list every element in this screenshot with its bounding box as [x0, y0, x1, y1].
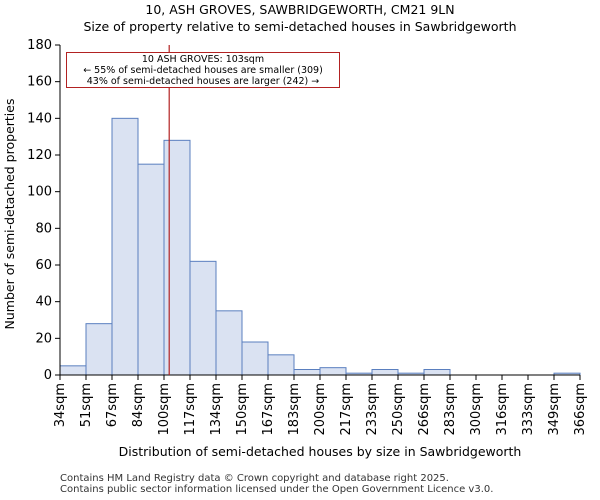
- bar: [189, 260, 217, 376]
- y-tick-label: 40: [35, 295, 52, 310]
- annotation-line-2: ← 55% of semi-detached houses are smalle…: [83, 65, 323, 76]
- y-tick-label: 0: [44, 368, 52, 383]
- bar: [215, 310, 243, 376]
- y-tick-label: 160: [27, 75, 52, 90]
- y-tick-label: 20: [35, 331, 52, 346]
- y-axis-title: Number of semi-detached properties: [2, 99, 17, 330]
- x-tick-label: 316sqm: [495, 383, 510, 436]
- x-axis-title: Distribution of semi-detached houses by …: [119, 444, 522, 459]
- x-tick-label: 51sqm: [79, 383, 94, 427]
- bar: [59, 365, 87, 376]
- x-tick-label: 67sqm: [105, 383, 120, 427]
- x-tick-label: 333sqm: [521, 383, 536, 436]
- footer-line-1: Contains HM Land Registry data © Crown c…: [60, 473, 449, 484]
- bar: [111, 117, 139, 376]
- bar: [319, 367, 347, 376]
- y-tick-label: 60: [35, 258, 52, 273]
- x-tick-label: 134sqm: [209, 383, 224, 436]
- x-tick-label: 233sqm: [365, 383, 380, 436]
- x-tick-label: 217sqm: [339, 383, 354, 436]
- x-tick-label: 349sqm: [547, 383, 562, 436]
- x-tick-label: 117sqm: [183, 383, 198, 436]
- y-tick-label: 120: [27, 148, 52, 163]
- bar: [241, 341, 269, 376]
- bar: [85, 323, 113, 376]
- x-tick-label: 366sqm: [573, 383, 588, 436]
- y-tick-label: 140: [27, 111, 52, 126]
- chart-title: 10, ASH GROVES, SAWBRIDGEWORTH, CM21 9LN: [145, 2, 455, 17]
- chart-subtitle: Size of property relative to semi-detach…: [83, 19, 517, 34]
- x-tick-label: 250sqm: [391, 383, 406, 436]
- y-tick-label: 180: [27, 38, 52, 53]
- annotation-line-1: 10 ASH GROVES: 103sqm: [141, 54, 265, 65]
- annotation-box: 10 ASH GROVES: 103sqm ← 55% of semi-deta…: [66, 52, 340, 88]
- x-tick-label: 266sqm: [417, 383, 432, 436]
- x-tick-label: 167sqm: [261, 383, 276, 436]
- x-tick-label: 100sqm: [157, 383, 172, 436]
- bar: [293, 369, 321, 376]
- x-tick-label: 200sqm: [313, 383, 328, 436]
- x-tick-label: 300sqm: [469, 383, 484, 436]
- x-tick-label: 283sqm: [443, 383, 458, 436]
- bar: [371, 369, 399, 376]
- x-tick-label: 84sqm: [131, 383, 146, 427]
- footer-line-2: Contains public sector information licen…: [60, 484, 494, 495]
- bar: [137, 163, 165, 376]
- x-tick-label: 34sqm: [53, 383, 68, 427]
- bar: [163, 139, 191, 376]
- x-tick-label: 183sqm: [287, 383, 302, 436]
- y-tick-label: 100: [27, 185, 52, 200]
- bar: [423, 369, 451, 376]
- x-tick-label: 150sqm: [235, 383, 250, 436]
- bar: [267, 354, 295, 376]
- y-tick-label: 80: [35, 221, 52, 236]
- annotation-line-3: 43% of semi-detached houses are larger (…: [86, 76, 320, 87]
